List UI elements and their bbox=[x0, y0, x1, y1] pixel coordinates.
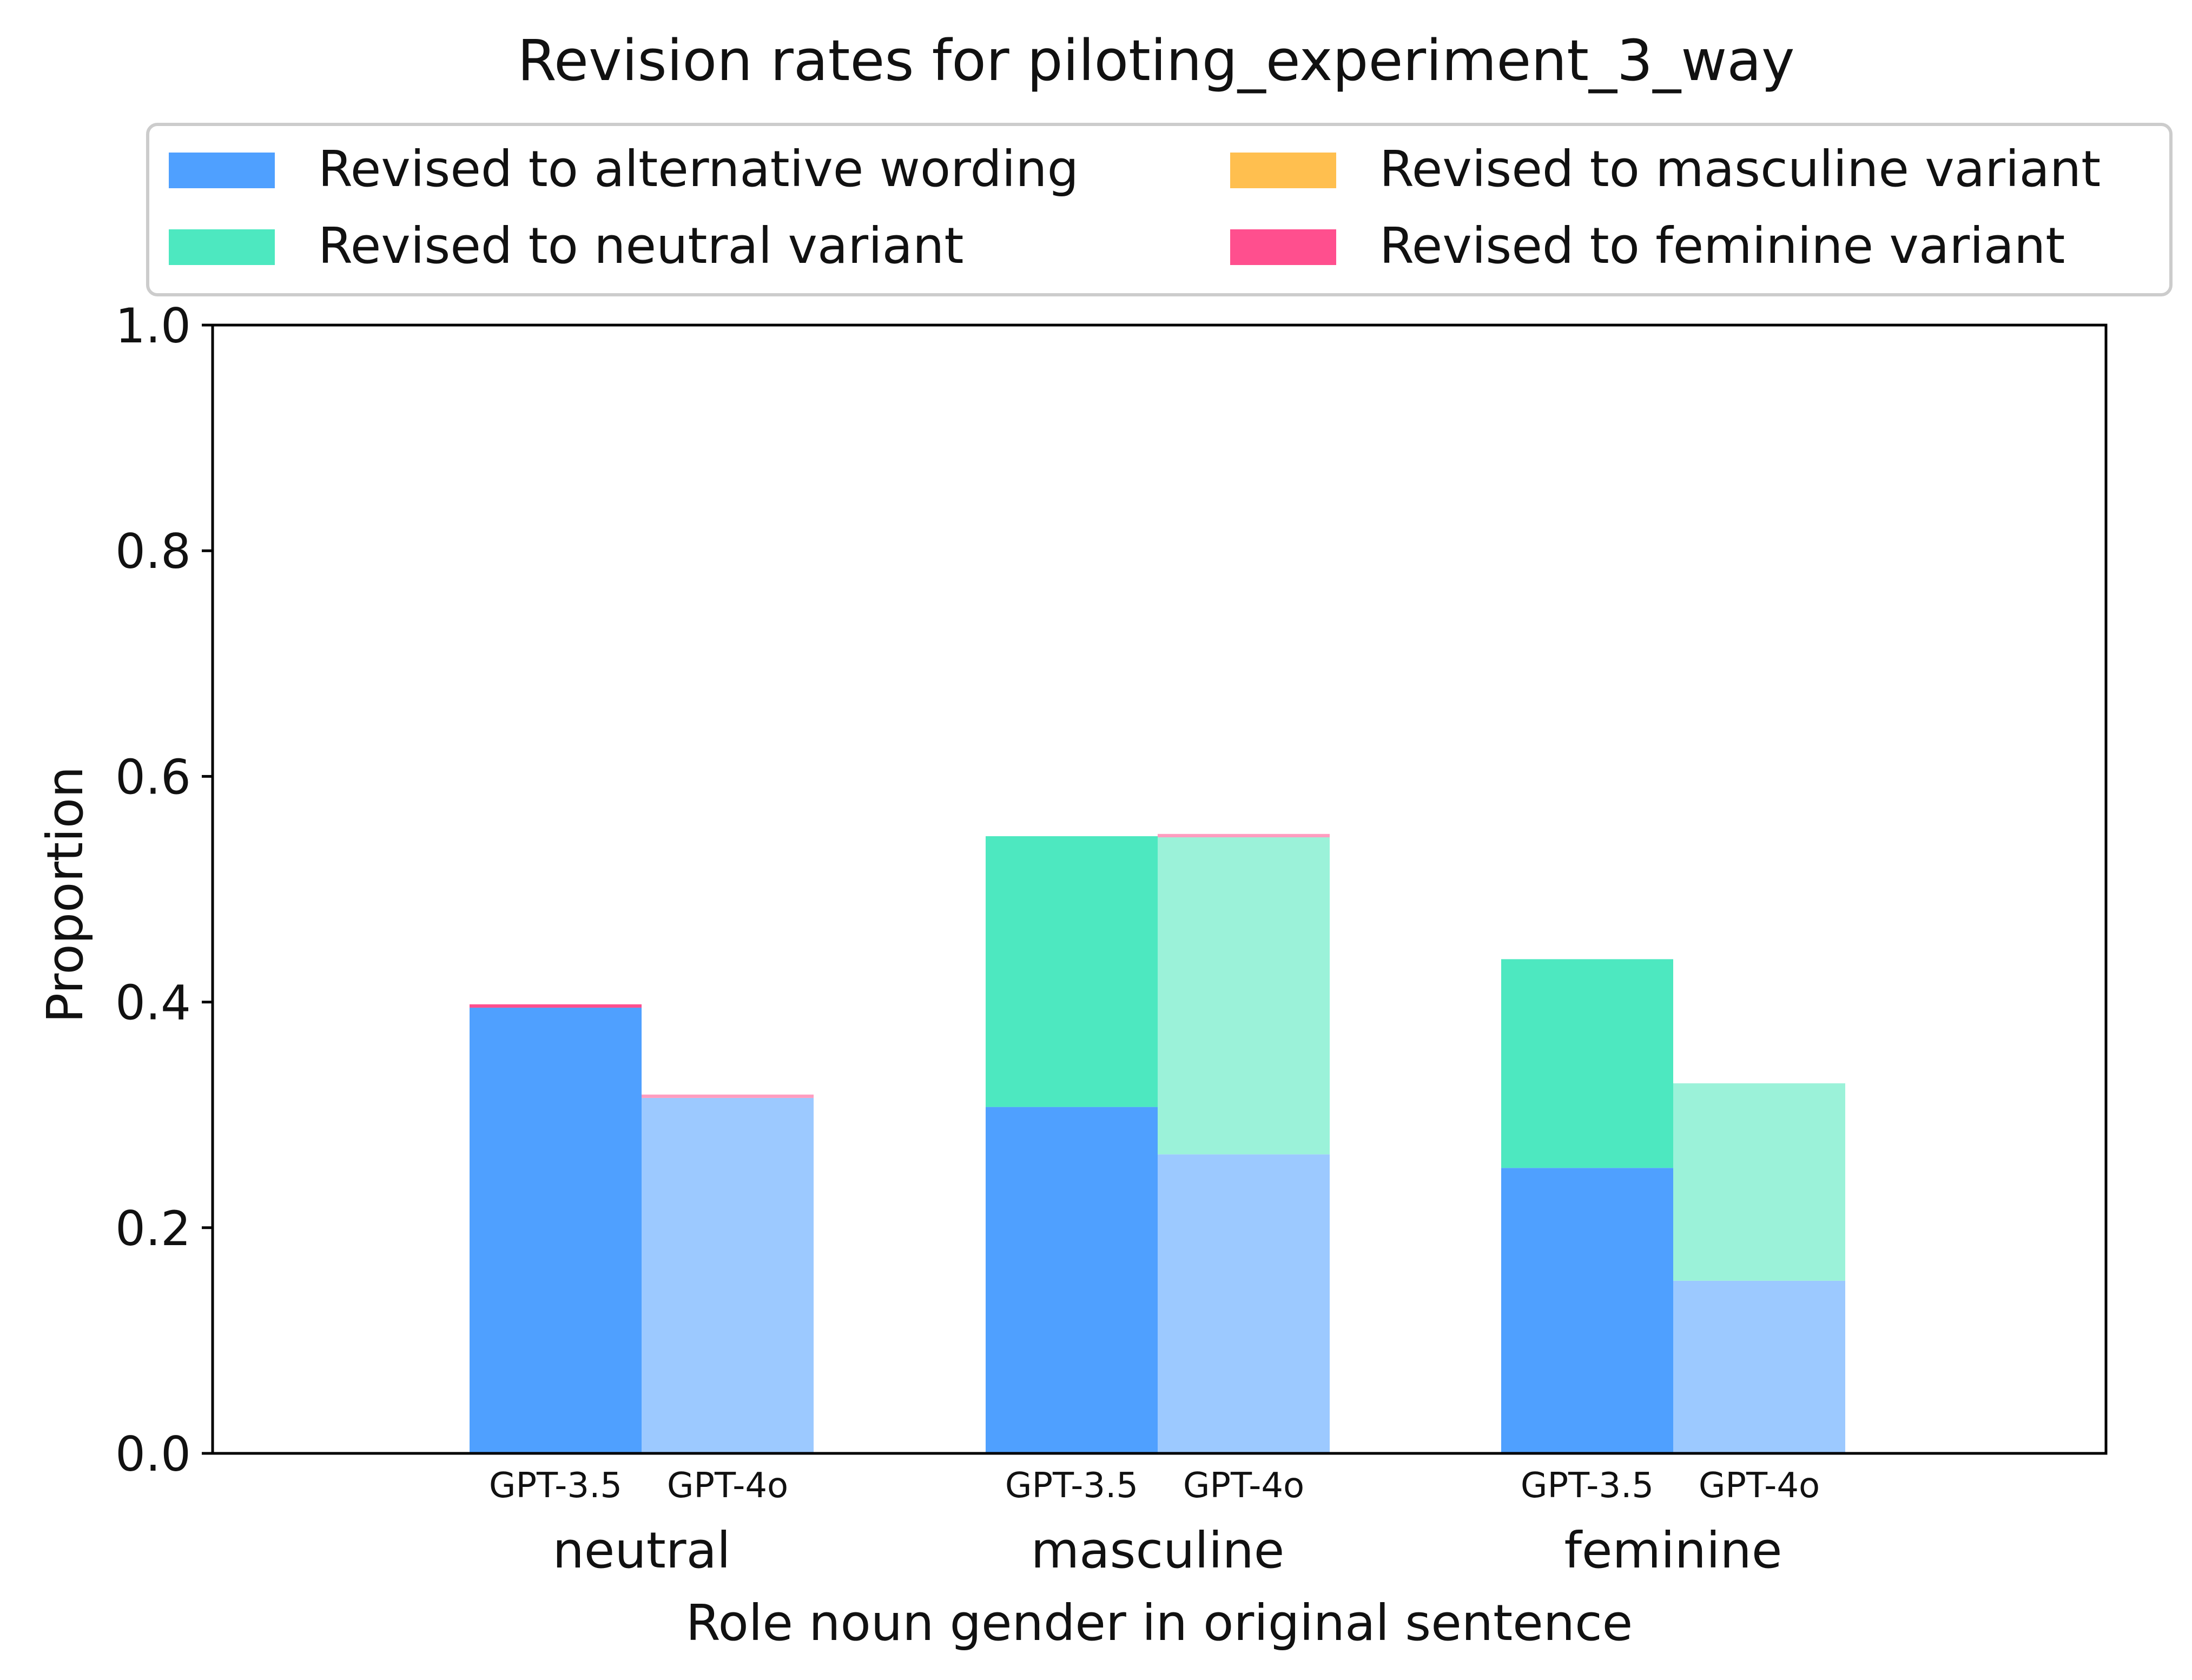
bar-segment bbox=[1673, 1280, 1845, 1453]
legend-frame bbox=[146, 123, 2173, 296]
model-label: GPT-4o bbox=[1699, 1466, 1820, 1506]
category-label: masculine bbox=[1031, 1522, 1285, 1579]
legend-swatch bbox=[1230, 229, 1336, 265]
x-axis-label: Role noun gender in original sentence bbox=[686, 1594, 1633, 1652]
y-tick-label: 0.4 bbox=[115, 975, 191, 1031]
model-label: GPT-3.5 bbox=[1005, 1466, 1138, 1506]
plot-frame bbox=[211, 323, 2108, 1455]
model-label: GPT-3.5 bbox=[1521, 1466, 1654, 1506]
legend-swatch bbox=[169, 153, 275, 188]
model-label: GPT-4o bbox=[1183, 1466, 1304, 1506]
bar-segment bbox=[470, 1004, 642, 1008]
bar-segment bbox=[470, 1008, 642, 1453]
model-label: GPT-4o bbox=[667, 1466, 788, 1506]
category-label: feminine bbox=[1564, 1522, 1782, 1579]
legend-swatch bbox=[1230, 153, 1336, 188]
y-tick-label: 0.0 bbox=[115, 1426, 191, 1482]
legend-swatch bbox=[169, 229, 275, 265]
y-tick-label: 0.2 bbox=[115, 1201, 191, 1256]
bar-segment bbox=[642, 1094, 814, 1098]
x-axis: GPT-3.5 GPT-4o neutral GPT-3.5 GPT-4o masculi… bbox=[489, 1466, 1820, 1579]
bar-segment bbox=[1673, 1083, 1845, 1281]
bar-segment bbox=[1158, 834, 1330, 838]
legend: Revised to alternative wording Revised to… bbox=[146, 123, 2173, 296]
bars bbox=[470, 834, 1845, 1453]
y-tick-label: 0.8 bbox=[115, 524, 191, 579]
bar-segment bbox=[1501, 1168, 1673, 1453]
model-label: GPT-3.5 bbox=[489, 1466, 622, 1506]
bar-segment bbox=[642, 1097, 814, 1453]
legend-label: Revised to masculine variant bbox=[1379, 140, 2101, 198]
y-tick-label: 0.6 bbox=[115, 749, 191, 805]
y-axis-label: Proportion bbox=[36, 766, 94, 1023]
chart-title: Revision rates for piloting_experiment_3… bbox=[517, 28, 1794, 94]
legend-label: Revised to alternative wording bbox=[318, 140, 1079, 198]
bar-segment bbox=[1158, 1154, 1330, 1453]
bar-segment bbox=[986, 836, 1158, 1107]
bar-segment bbox=[986, 1107, 1158, 1453]
category-label: neutral bbox=[552, 1522, 730, 1579]
bar-segment bbox=[1501, 959, 1673, 1168]
y-tick-label: 1.0 bbox=[115, 298, 191, 354]
bar-segment bbox=[1158, 837, 1330, 1155]
legend-label: Revised to neutral variant bbox=[318, 217, 963, 275]
legend-label: Revised to feminine variant bbox=[1379, 217, 2065, 275]
y-axis: 0.0 0.2 0.4 0.6 0.8 1.0 bbox=[115, 298, 213, 1482]
